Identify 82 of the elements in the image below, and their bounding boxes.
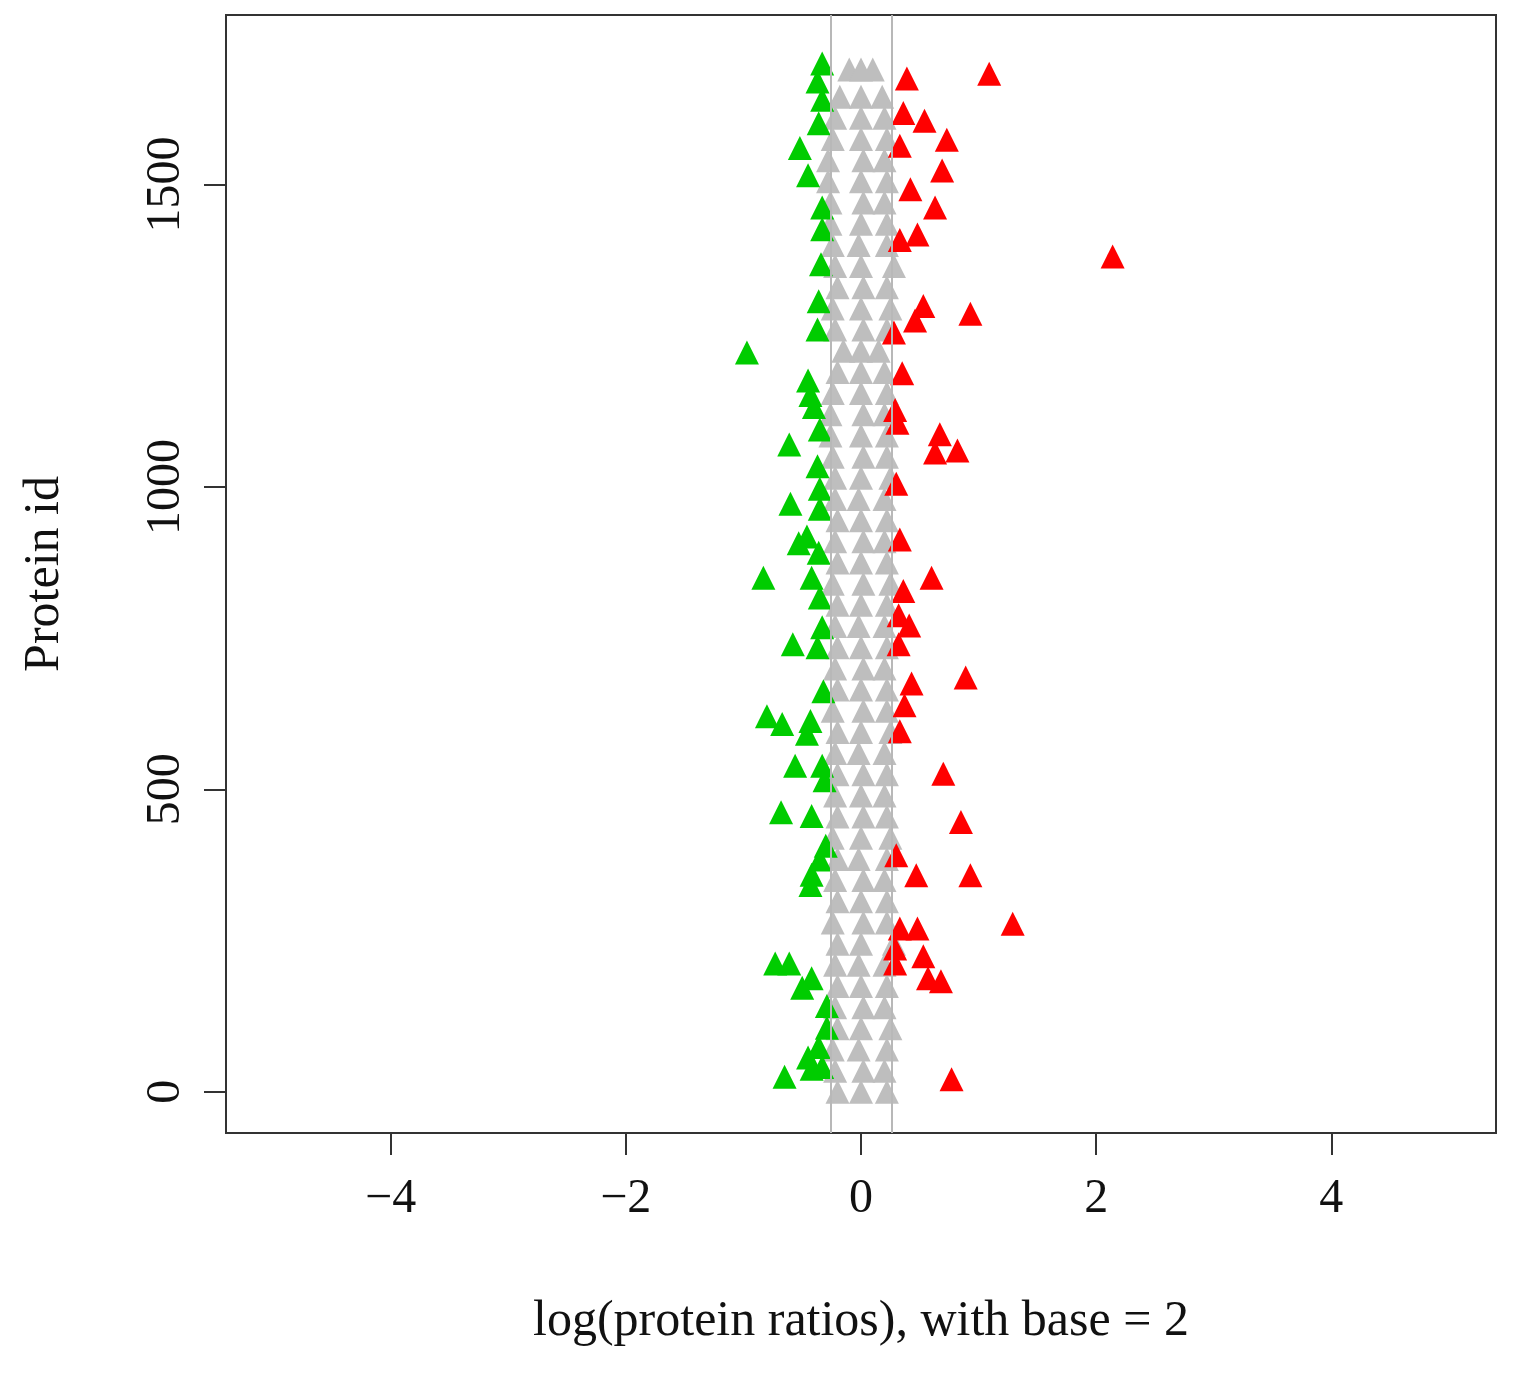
x-tick-label: −2: [600, 1168, 652, 1222]
point: [1000, 911, 1025, 936]
point: [809, 252, 834, 277]
point: [786, 531, 811, 556]
y-tick-label: 1000: [135, 438, 189, 535]
point: [1100, 244, 1125, 269]
point: [894, 66, 919, 91]
point: [887, 228, 912, 253]
point: [805, 317, 830, 342]
x-tick-label: −4: [365, 1168, 417, 1222]
point: [787, 136, 812, 161]
point: [806, 111, 831, 136]
y-tick-label: 1500: [135, 136, 189, 233]
point: [769, 800, 794, 825]
x-tick-label: 4: [1319, 1168, 1344, 1222]
point: [783, 753, 808, 778]
point: [903, 308, 928, 333]
point: [872, 190, 897, 215]
point: [898, 177, 923, 202]
point: [953, 665, 978, 690]
point: [806, 289, 831, 314]
point: [899, 671, 924, 696]
point: [851, 317, 876, 342]
point: [849, 169, 873, 194]
point: [958, 863, 983, 888]
point: [887, 133, 912, 158]
point: [919, 565, 944, 590]
point: [772, 1064, 797, 1089]
point: [777, 951, 802, 976]
point: [948, 810, 973, 835]
point: [912, 108, 937, 133]
point: [849, 254, 873, 279]
point: [751, 565, 776, 590]
point: [810, 217, 835, 242]
point: [905, 916, 930, 941]
point: [825, 275, 850, 300]
point: [780, 632, 805, 657]
point: [849, 127, 873, 152]
y-axis-title: Protein id: [13, 476, 69, 672]
point: [799, 565, 824, 590]
x-tick-label: 0: [849, 1168, 873, 1222]
x-axis-title: log(protein ratios), with base = 2: [533, 1290, 1189, 1346]
point: [958, 301, 983, 326]
point: [790, 975, 815, 1000]
point: [904, 863, 929, 888]
point: [934, 127, 959, 152]
point: [851, 275, 876, 300]
point: [905, 222, 930, 247]
point: [851, 148, 876, 173]
point: [911, 944, 936, 969]
point: [923, 195, 948, 220]
x-tick-label: 2: [1084, 1168, 1109, 1222]
point: [799, 803, 824, 828]
point: [770, 712, 795, 737]
point: [851, 190, 876, 215]
point: [807, 476, 832, 501]
point: [928, 969, 953, 994]
point: [860, 57, 885, 82]
point: [977, 61, 1002, 86]
point: [810, 195, 835, 220]
point: [930, 158, 955, 183]
point: [897, 613, 922, 638]
y-tick-label: 0: [135, 1079, 189, 1104]
point: [870, 84, 895, 109]
point: [849, 296, 873, 321]
point: [754, 704, 779, 729]
point: [778, 491, 803, 516]
point: [806, 540, 831, 565]
point: [777, 432, 802, 457]
y-tick-label: 500: [135, 753, 189, 826]
point: [805, 454, 830, 479]
point: [734, 340, 759, 365]
point: [890, 361, 915, 386]
point: [939, 1067, 964, 1092]
point: [849, 84, 873, 109]
point: [931, 761, 956, 786]
point: [872, 148, 897, 173]
point: [927, 422, 952, 447]
point: [945, 438, 970, 463]
point: [796, 163, 821, 188]
point: [892, 693, 917, 718]
point: [891, 101, 916, 126]
